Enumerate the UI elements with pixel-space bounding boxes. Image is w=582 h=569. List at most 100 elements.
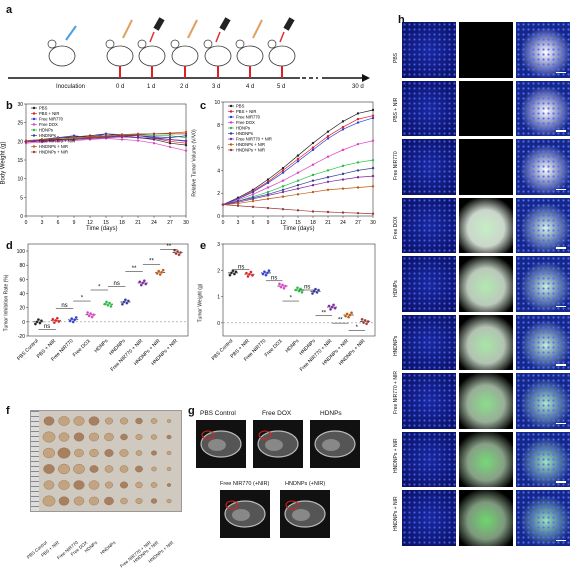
mri-label-dox: Free DOX	[262, 410, 292, 417]
mri-overlays	[200, 430, 356, 528]
tumor-icon	[58, 496, 70, 506]
scale-bar	[556, 130, 566, 132]
data-point	[38, 321, 42, 325]
laser-beam-icon	[215, 31, 221, 43]
y-tick-label: 0	[20, 214, 23, 220]
x-tick-label: 21	[135, 220, 141, 226]
data-point	[55, 316, 59, 320]
data-point	[356, 142, 360, 146]
tumor-icon	[166, 434, 172, 440]
tumor-icon	[135, 434, 143, 440]
tumor-outline	[201, 430, 215, 440]
sig-label: **	[167, 244, 172, 250]
data-point	[277, 282, 281, 286]
sig-label: ns	[238, 264, 244, 270]
data-point	[90, 315, 94, 319]
data-point	[296, 193, 300, 196]
data-point	[251, 190, 255, 194]
chart-c-xlabel: Time (days)	[283, 226, 315, 232]
y-tick-label: 0	[217, 214, 220, 220]
panel-b-letter: b	[6, 100, 13, 112]
legend-label: HNDNPs	[39, 133, 56, 138]
data-point	[371, 116, 375, 120]
legend-label: Free DOX	[236, 120, 255, 125]
laser-beam-icon	[149, 31, 155, 43]
data-point	[168, 140, 172, 143]
data-point	[311, 163, 315, 166]
mouse-ear-icon	[47, 39, 57, 49]
data-point	[168, 145, 172, 149]
tumor-photo	[30, 410, 182, 512]
dapi-image	[402, 490, 456, 546]
tumor-icon	[73, 496, 85, 506]
data-point	[136, 133, 140, 136]
legend-label: PBS + NIR	[236, 109, 256, 114]
y-tick-label: 40	[19, 292, 25, 298]
data-point	[107, 301, 111, 305]
syringe-icon	[65, 25, 77, 41]
h-row-label: PBS	[393, 53, 399, 64]
tumor-icon	[43, 416, 55, 426]
data-point	[341, 148, 345, 152]
data-point	[71, 320, 75, 324]
data-point	[326, 137, 330, 140]
data-point	[356, 176, 360, 179]
data-point	[371, 139, 375, 142]
data-point	[282, 286, 286, 290]
data-point	[109, 304, 113, 308]
data-point	[300, 290, 304, 294]
legend-marker	[32, 106, 36, 110]
data-point	[123, 298, 127, 302]
timeline-label-0d: 0 d	[116, 84, 125, 90]
legend-label: Free NIR770 + NIR	[39, 139, 75, 144]
legend-marker	[229, 132, 233, 135]
panel-d-letter: d	[6, 240, 13, 252]
dox-fluorescence-image	[459, 22, 513, 78]
legend-label: PBS	[39, 106, 48, 111]
timeline-label-2d: 2 d	[180, 84, 189, 90]
merged-image	[516, 431, 570, 487]
merged-image	[516, 80, 570, 136]
h-row-label: HNDNPs + NIR	[393, 496, 399, 532]
mri-label-nir770: Free NIR770 (+NIR)	[220, 481, 270, 487]
tumor-icon	[104, 449, 114, 457]
scale-bar	[556, 422, 566, 424]
tumor-outline	[225, 500, 239, 510]
mri-organ	[232, 509, 250, 521]
merged-image	[516, 314, 570, 370]
data-point	[264, 273, 268, 277]
data-point	[311, 148, 315, 152]
legend-marker	[32, 150, 36, 154]
mouse-ear-icon	[170, 39, 180, 49]
data-point	[297, 289, 301, 293]
sig-label: **	[338, 318, 343, 324]
data-point	[184, 136, 188, 139]
data-point	[326, 210, 330, 214]
data-point	[356, 112, 360, 115]
data-point	[40, 139, 44, 142]
data-point	[296, 187, 300, 190]
x-tick-label: 6	[252, 220, 255, 226]
data-point	[341, 164, 345, 168]
data-point	[266, 186, 270, 189]
tumor-icon	[58, 432, 70, 442]
dox-fluorescence-image	[459, 256, 513, 312]
tumor-icon	[73, 480, 85, 490]
tumor-icon	[151, 466, 157, 472]
data-point	[249, 270, 253, 274]
sig-label: ns	[44, 324, 50, 330]
data-point	[126, 299, 130, 303]
y-tick-label: 2	[217, 268, 220, 274]
y-tick-label: 8	[217, 123, 220, 129]
legend-marker	[229, 137, 233, 141]
data-point	[184, 143, 188, 147]
data-point	[283, 284, 287, 288]
tumor-icon	[150, 418, 158, 424]
sig-label: **	[149, 259, 154, 265]
data-point	[184, 130, 188, 134]
data-point	[315, 290, 319, 294]
data-point	[326, 176, 330, 179]
data-point	[371, 114, 375, 117]
syringe-icon	[122, 19, 133, 39]
